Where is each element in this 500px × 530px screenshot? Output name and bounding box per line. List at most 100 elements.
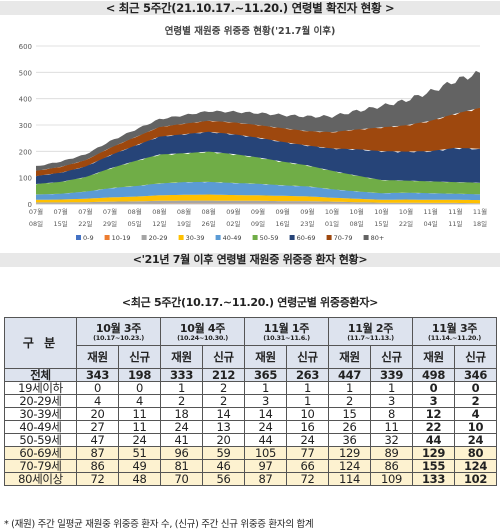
table-cell: 18	[160, 407, 203, 421]
header-gubun: 구 분	[4, 317, 77, 369]
table-row: 50-59세 47 24 41 20 44 24 36 32 44 24	[4, 433, 498, 447]
table-cell: 1	[160, 381, 203, 395]
x-tick-month: 07월	[54, 207, 68, 216]
table-cell: 2	[160, 394, 203, 408]
header-title: < 최근 5주간(21.10.17.~11.20.) 연령별 확진자 현황 >	[0, 1, 500, 15]
table-cell: 0	[118, 381, 161, 395]
x-tick-month: 08월	[202, 207, 216, 216]
x-tick-month: 10월	[350, 207, 364, 216]
table-cell: 86	[370, 459, 413, 473]
x-tick-month: 09월	[226, 207, 240, 216]
legend-label: 30-39	[186, 234, 205, 242]
col-header-inpatient: 재원	[412, 345, 455, 369]
x-tick-month: 10월	[374, 207, 388, 216]
row-label: 19세이하	[4, 381, 77, 395]
table-cell: 3	[412, 394, 455, 408]
table-cell: 81	[160, 459, 203, 473]
table-row: 30-39세 20 11 18 14 14 10 15 8 12 4	[4, 407, 498, 421]
chart-container: 연령별 재원중 위중증 현황('21.7월 이후) 0 100 200 300 400 50…	[6, 18, 494, 250]
col-header-new: 신규	[453, 345, 498, 369]
table-cell: 27	[76, 420, 119, 434]
table-cell: 11	[118, 420, 161, 434]
x-tick-month: 11월	[424, 207, 438, 216]
table-cell: 47	[76, 433, 119, 447]
table-cell: 102	[453, 472, 498, 486]
week-header: 10월 3주 (10.17~10.23.)	[76, 317, 161, 346]
x-tick-day: 19일	[177, 219, 191, 228]
table-cell: 14	[244, 407, 287, 421]
table-cell: 8	[370, 407, 413, 421]
table-cell: 498	[412, 368, 455, 382]
footnote: * (재원) 주간 일평균 재원중 위중증 환자 수, (신규) 주간 신규 위…	[4, 519, 314, 530]
table-cell: 1	[244, 381, 287, 395]
y-tick-label: 200	[19, 148, 32, 156]
row-label: 70-79세	[4, 459, 77, 473]
table-cell: 124	[453, 459, 498, 473]
table-cell: 11	[118, 407, 161, 421]
y-tick-label: 300	[19, 122, 32, 130]
x-tick-month: 07월	[78, 207, 92, 216]
y-tick-label: 0	[28, 201, 32, 209]
table-cell: 97	[244, 459, 287, 473]
row-label: 30-39세	[4, 407, 77, 421]
x-tick-month: 07월	[29, 207, 43, 216]
x-tick-day: 18일	[473, 219, 487, 228]
x-tick-month: 11월	[473, 207, 487, 216]
x-tick-day: 15일	[54, 219, 68, 228]
table-cell: 26	[328, 420, 371, 434]
table-cell: 44	[244, 433, 287, 447]
legend-label: 70-79	[334, 234, 353, 242]
y-tick-label: 100	[19, 175, 32, 183]
col-header-inpatient: 재원	[328, 345, 371, 369]
table-cell: 133	[412, 472, 455, 486]
table-cell: 44	[412, 433, 455, 447]
x-tick-month: 10월	[325, 207, 339, 216]
table-cell: 3	[244, 394, 287, 408]
x-tick-day: 22일	[78, 219, 92, 228]
table-cell: 2	[202, 394, 245, 408]
table-cell: 1	[286, 394, 329, 408]
x-tick-day: 02일	[226, 219, 240, 228]
table-cell: 72	[76, 472, 119, 486]
legend-swatch	[215, 235, 221, 240]
table-cell: 10	[453, 420, 498, 434]
x-tick-month: 11월	[448, 207, 462, 216]
table-cell: 2	[202, 381, 245, 395]
table-cell: 1	[286, 381, 329, 395]
x-tick-month: 08월	[177, 207, 191, 216]
row-label: 20-29세	[4, 394, 77, 408]
x-tick-day: 09일	[251, 219, 265, 228]
row-label: 80세이상	[4, 472, 77, 486]
x-tick-day: 29일	[103, 219, 117, 228]
table-cell: 4	[118, 394, 161, 408]
table-cell: 56	[202, 472, 245, 486]
col-header-inpatient: 재원	[76, 345, 119, 369]
x-tick-day: 12일	[152, 219, 166, 228]
table-cell: 24	[453, 433, 498, 447]
table-row: 70-79세 86 49 81 46 97 66 124 86 155 124	[4, 459, 498, 473]
area-series-70-79	[36, 107, 480, 177]
x-tick-day: 11일	[448, 219, 462, 228]
legend-swatch	[252, 235, 258, 240]
table-cell: 12	[412, 407, 455, 421]
table-cell: 24	[118, 433, 161, 447]
col-header-new: 신규	[286, 345, 329, 369]
table-cell: 70	[160, 472, 203, 486]
row-label: 40-49세	[4, 420, 77, 434]
table-cell: 212	[202, 368, 245, 382]
table-cell: 89	[370, 446, 413, 460]
table-cell: 15	[328, 407, 371, 421]
row-label: 50-59세	[4, 433, 77, 447]
week-header: 11월 1주 (10.31~11.6.)	[244, 317, 329, 346]
legend-swatch	[289, 235, 295, 240]
row-label: 전체	[4, 368, 77, 382]
table-cell: 48	[118, 472, 161, 486]
table-cell: 86	[76, 459, 119, 473]
y-tick-label: 400	[19, 96, 32, 104]
x-tick-day: 08일	[29, 219, 43, 228]
table-cell: 1	[328, 381, 371, 395]
table-cell: 41	[160, 433, 203, 447]
legend-label: 0-9	[83, 234, 94, 242]
legend-swatch	[76, 235, 81, 240]
x-tick-day: 15일	[374, 219, 388, 228]
